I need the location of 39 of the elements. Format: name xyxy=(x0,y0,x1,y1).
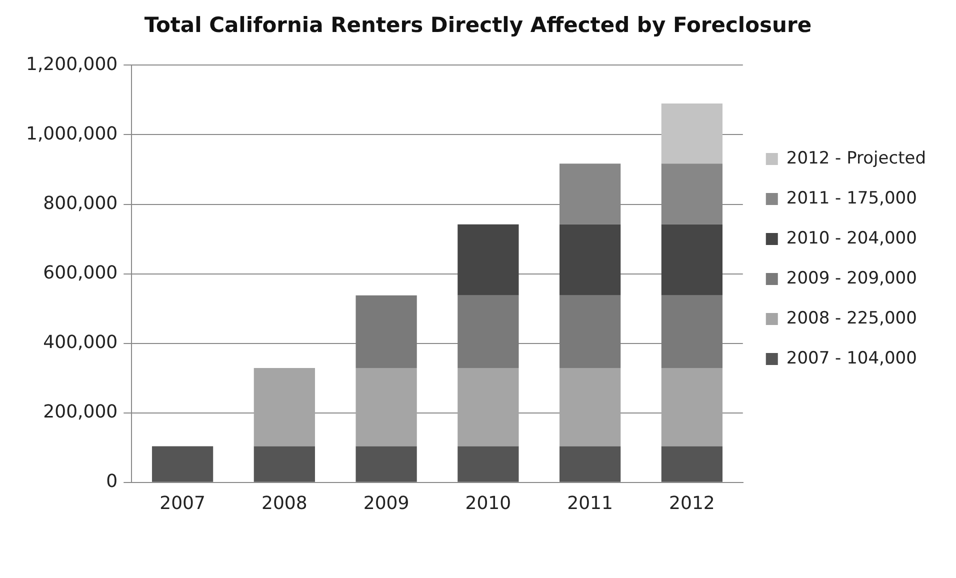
bar xyxy=(356,368,417,446)
x-tick-label: 2007 xyxy=(160,492,206,514)
x-tick-label: 2009 xyxy=(363,492,410,514)
y-tick-label: 400,000 xyxy=(43,332,118,354)
bar xyxy=(458,368,519,446)
bar xyxy=(254,368,315,446)
bar xyxy=(560,368,621,446)
legend-label: 2011 - 175,000 xyxy=(786,188,917,208)
bar xyxy=(356,295,417,368)
bar xyxy=(661,224,723,296)
y-tick-label: 1,200,000 xyxy=(26,54,118,75)
y-tick-label: 1,000,000 xyxy=(26,123,118,144)
legend-label: 2009 - 209,000 xyxy=(786,268,917,288)
bar xyxy=(661,295,723,368)
x-tick-label: 2008 xyxy=(262,492,308,514)
legend-label: 2008 - 225,000 xyxy=(786,308,917,328)
bar xyxy=(661,368,723,446)
bar xyxy=(661,446,723,482)
bar xyxy=(560,446,621,482)
bar xyxy=(560,295,621,368)
x-tick-label: 2010 xyxy=(465,492,512,514)
bar xyxy=(458,224,519,296)
y-tick-label: 0 xyxy=(106,471,118,492)
legend-label: 2007 - 104,000 xyxy=(786,348,917,368)
bar xyxy=(458,446,519,482)
legend-label: 2012 - Projected xyxy=(786,148,926,168)
chart-title: Total California Renters Directly Affected by Foreclosure xyxy=(144,13,812,38)
legend-label: 2010 - 204,000 xyxy=(786,228,917,248)
bar xyxy=(560,224,621,296)
x-tick-label: 2012 xyxy=(669,492,715,514)
bar xyxy=(661,103,723,164)
y-tick-label: 800,000 xyxy=(43,192,118,214)
bar xyxy=(152,446,214,482)
x-tick-label: 2011 xyxy=(567,492,613,514)
bar xyxy=(458,295,519,368)
bar xyxy=(254,446,315,482)
bar xyxy=(356,446,417,482)
y-tick-label: 600,000 xyxy=(43,262,118,284)
y-tick-label: 200,000 xyxy=(43,402,118,423)
